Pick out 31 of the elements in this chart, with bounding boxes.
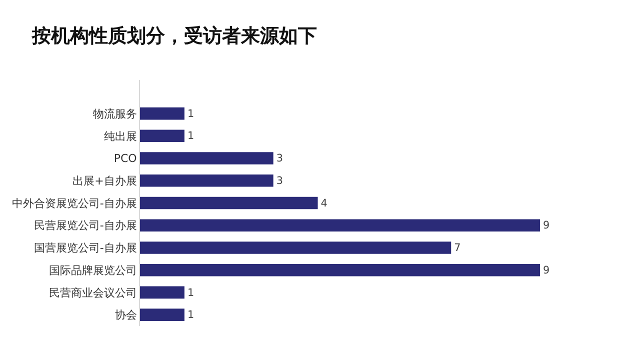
data-label: 1	[187, 286, 194, 299]
bar	[140, 219, 540, 232]
y-tick-label: 国际品牌展览公司	[48, 264, 137, 277]
data-label: 7	[454, 242, 461, 254]
data-label: 9	[543, 264, 550, 276]
y-tick-label: 物流服务	[92, 107, 137, 120]
bar	[140, 174, 274, 187]
bar	[140, 242, 452, 254]
y-tick-label: 出展+自办展	[72, 174, 137, 188]
chart-title: 按机构性质划分，受访者来源如下	[31, 25, 317, 48]
bar	[140, 107, 184, 120]
data-label: 3	[276, 152, 283, 165]
y-tick-label: 民营展览公司-自办展	[34, 219, 137, 232]
bar	[140, 264, 540, 276]
bar	[140, 130, 184, 142]
bar	[140, 308, 184, 321]
data-label: 4	[320, 197, 328, 210]
data-label: 1	[187, 309, 194, 322]
y-tick-label: 国营展览公司-自办展	[34, 242, 137, 255]
y-tick-label: 中外合资展览公司-自办展	[12, 196, 137, 210]
data-label: 1	[187, 108, 194, 120]
y-tick-label: 纯出展	[104, 130, 137, 143]
bar	[140, 152, 274, 164]
bar	[140, 286, 184, 299]
data-label: 3	[276, 174, 283, 187]
bar	[140, 196, 318, 210]
y-tick-label: PCO	[114, 152, 138, 166]
data-label: 9	[543, 220, 550, 232]
y-tick-label: 协会	[114, 308, 137, 322]
data-label: 1	[187, 130, 194, 142]
y-tick-label: 民营商业会议公司	[48, 286, 137, 300]
